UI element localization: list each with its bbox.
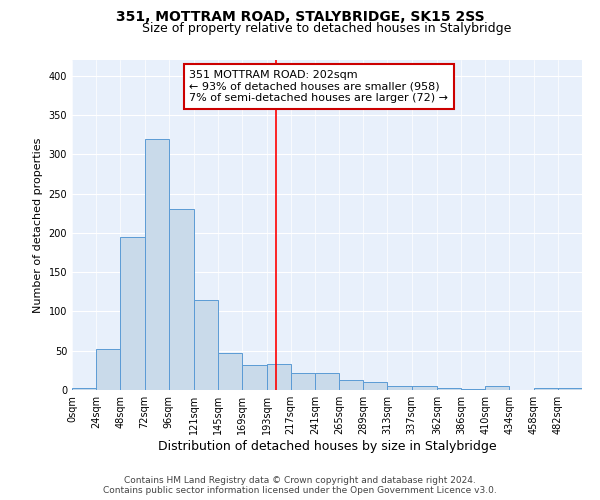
Bar [412, 386, 437, 390]
Bar [291, 372, 315, 390]
Text: 351 MOTTRAM ROAD: 202sqm
← 93% of detached houses are smaller (958)
7% of semi-d: 351 MOTTRAM ROAD: 202sqm ← 93% of detach… [190, 70, 448, 103]
Bar [485, 386, 509, 390]
Bar [121, 237, 145, 390]
Text: 351, MOTTRAM ROAD, STALYBRIDGE, SK15 2SS: 351, MOTTRAM ROAD, STALYBRIDGE, SK15 2SS [116, 10, 484, 24]
Bar [194, 300, 218, 390]
Bar [388, 386, 412, 390]
Bar [315, 372, 339, 390]
Bar [96, 349, 121, 390]
Bar [558, 388, 582, 390]
Y-axis label: Number of detached properties: Number of detached properties [33, 138, 43, 312]
Bar [145, 138, 169, 390]
X-axis label: Distribution of detached houses by size in Stalybridge: Distribution of detached houses by size … [158, 440, 496, 453]
Bar [533, 388, 558, 390]
Text: Contains HM Land Registry data © Crown copyright and database right 2024.
Contai: Contains HM Land Registry data © Crown c… [103, 476, 497, 495]
Bar [339, 380, 363, 390]
Bar [72, 388, 96, 390]
Bar [266, 364, 291, 390]
Bar [242, 365, 266, 390]
Bar [218, 353, 242, 390]
Bar [437, 388, 461, 390]
Bar [363, 382, 388, 390]
Bar [169, 210, 194, 390]
Title: Size of property relative to detached houses in Stalybridge: Size of property relative to detached ho… [142, 22, 512, 35]
Bar [461, 389, 485, 390]
